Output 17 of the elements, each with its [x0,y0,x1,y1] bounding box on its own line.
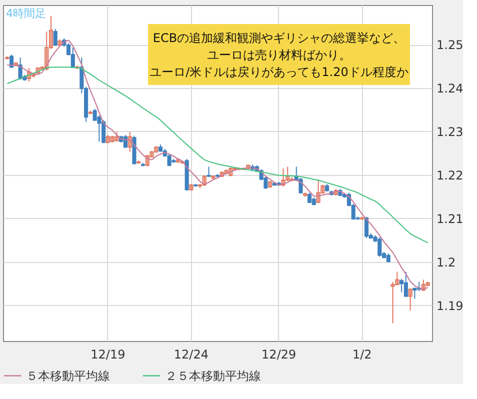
annotation: ユーロ/米ドルは戻りがあっても1.20ドル程度か [150,65,408,79]
y-tick-label: 1.22 [436,168,464,182]
y-tick-label: 1.21 [436,212,464,226]
annotation: ユーロは売り材料ばかり。 [207,48,351,62]
y-tick-label: 1.24 [436,82,464,96]
x-tick-label: 12/29 [262,348,296,362]
y-tick-label: 1.19 [436,298,464,313]
legend-label: ２５本移動平均線 [165,368,261,383]
x-tick-label: 12/19 [90,348,126,362]
x-tick-label: 12/24 [174,348,209,362]
chart-title: 4時間足 [6,7,46,20]
legend-label: ５本移動平均線 [26,368,110,383]
y-tick-label: 1.25 [436,38,464,52]
x-tick-label: 1/2 [352,348,372,362]
y-tick-label: 1.2 [436,255,456,270]
y-tick-label: 1.23 [436,124,464,139]
annotation: ECBの追加緩和観測やギリシャの総選挙など、 [152,31,406,45]
